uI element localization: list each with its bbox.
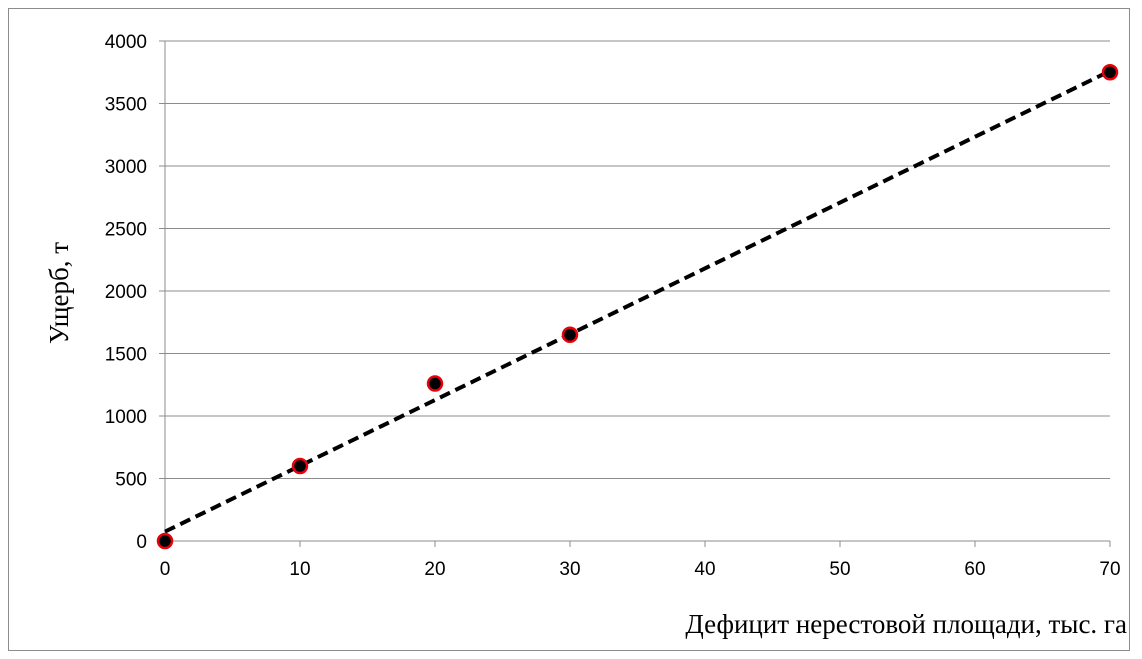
x-tick-label: 0 bbox=[160, 559, 171, 580]
y-tick-label: 2000 bbox=[105, 282, 147, 303]
data-points bbox=[156, 64, 1119, 550]
data-point bbox=[561, 326, 579, 343]
y-tick-label: 1500 bbox=[105, 345, 147, 366]
trendline bbox=[164, 69, 1111, 534]
y-tick-label: 3500 bbox=[105, 95, 147, 116]
x-tick-label: 70 bbox=[1099, 559, 1120, 580]
x-tick-label: 60 bbox=[964, 559, 985, 580]
x-tick-label: 50 bbox=[829, 559, 850, 580]
x-axis-title: Дефицит нерестовой площади, тыс. га bbox=[685, 609, 1127, 639]
y-axis-title: Ущерб, т bbox=[44, 242, 74, 344]
y-tick-labels: 0 500 1000 1500 2000 2500 3000 3500 4000 bbox=[105, 32, 147, 553]
data-point bbox=[1101, 64, 1119, 81]
axes bbox=[164, 41, 1111, 547]
y-tick-label: 1000 bbox=[105, 407, 147, 428]
y-tick-label: 0 bbox=[136, 532, 147, 553]
x-tick-label: 40 bbox=[694, 559, 715, 580]
y-tick-label: 500 bbox=[115, 470, 147, 491]
x-tick-label: 30 bbox=[559, 559, 580, 580]
x-tick-labels: 0 10 20 30 40 50 60 70 bbox=[160, 559, 1121, 580]
data-point bbox=[156, 532, 174, 550]
y-tick-label: 3000 bbox=[105, 157, 147, 178]
gridlines bbox=[159, 40, 1110, 542]
data-point bbox=[291, 457, 309, 475]
y-tick-label: 2500 bbox=[105, 220, 147, 241]
y-tick-label: 4000 bbox=[105, 32, 147, 53]
trendline-group bbox=[164, 69, 1111, 534]
data-point bbox=[426, 375, 444, 392]
x-tick-label: 20 bbox=[424, 559, 445, 580]
x-tick-label: 10 bbox=[289, 559, 310, 580]
